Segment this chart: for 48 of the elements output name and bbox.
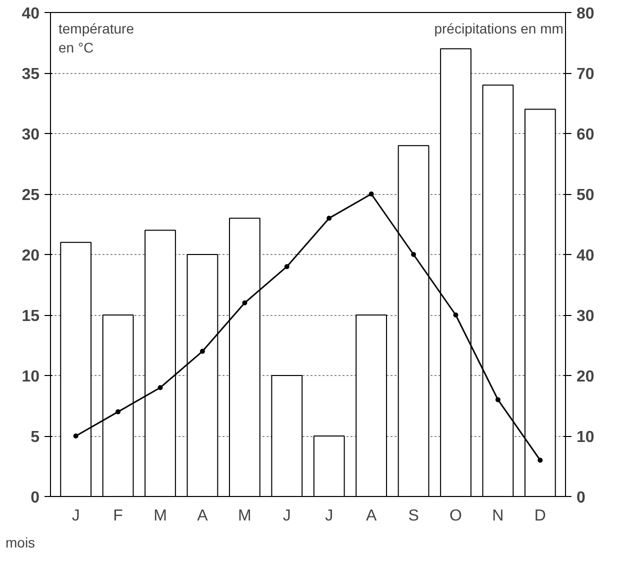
y2-tick-label: 40 — [576, 248, 594, 264]
y2-axis-title: précipitations en mm — [434, 20, 564, 36]
point — [158, 385, 163, 390]
bar — [313, 436, 345, 496]
x-tick-label: M — [154, 508, 167, 524]
bar — [356, 314, 388, 496]
x-tick-label: J — [282, 508, 291, 524]
x-tick-label: A — [197, 508, 208, 524]
point — [284, 264, 290, 270]
x-tick-label: D — [534, 508, 546, 524]
point — [411, 252, 416, 257]
y2-tick-label: 0 — [576, 490, 586, 506]
y2-tick-label: 80 — [576, 6, 594, 22]
y-tick-label: 15 — [22, 308, 40, 325]
x-tick-label: J — [72, 508, 80, 524]
y2-tick-label: 70 — [576, 66, 594, 83]
point — [200, 348, 205, 354]
point — [495, 397, 500, 402]
point — [368, 192, 374, 196]
y-tick-label: 25 — [22, 187, 40, 204]
x-axis-title: mois — [6, 534, 36, 550]
y-tick-label: 20 — [22, 248, 40, 264]
point — [326, 216, 332, 221]
x-tick-label: M — [238, 508, 252, 524]
x-tick-label: N — [492, 508, 504, 524]
x-tick-label: O — [450, 508, 462, 524]
y2-tick-label: 30 — [576, 308, 594, 325]
point — [242, 300, 248, 306]
y-tick-label: 0 — [30, 490, 40, 506]
y2-tick-label: 10 — [576, 429, 594, 446]
x-tick-label: S — [408, 508, 419, 524]
y-tick-label: 35 — [22, 66, 40, 83]
point — [453, 312, 458, 318]
x-tick-label: F — [113, 508, 124, 524]
point — [73, 434, 78, 438]
y2-tick-label: 20 — [576, 368, 594, 386]
x-tick-label: J — [325, 508, 334, 524]
point — [538, 458, 543, 463]
bar — [271, 375, 303, 496]
x-tick-label: A — [366, 508, 377, 524]
y-axis-title: température en °C — [58, 20, 134, 56]
y2-tick-label: 50 — [576, 187, 594, 204]
y-tick-label: 10 — [22, 368, 40, 386]
y-tick-label: 40 — [22, 6, 40, 22]
point — [116, 409, 121, 414]
y-tick-label: 5 — [30, 429, 40, 446]
y2-tick-label: 60 — [576, 126, 594, 144]
y-tick-label: 30 — [22, 126, 40, 144]
